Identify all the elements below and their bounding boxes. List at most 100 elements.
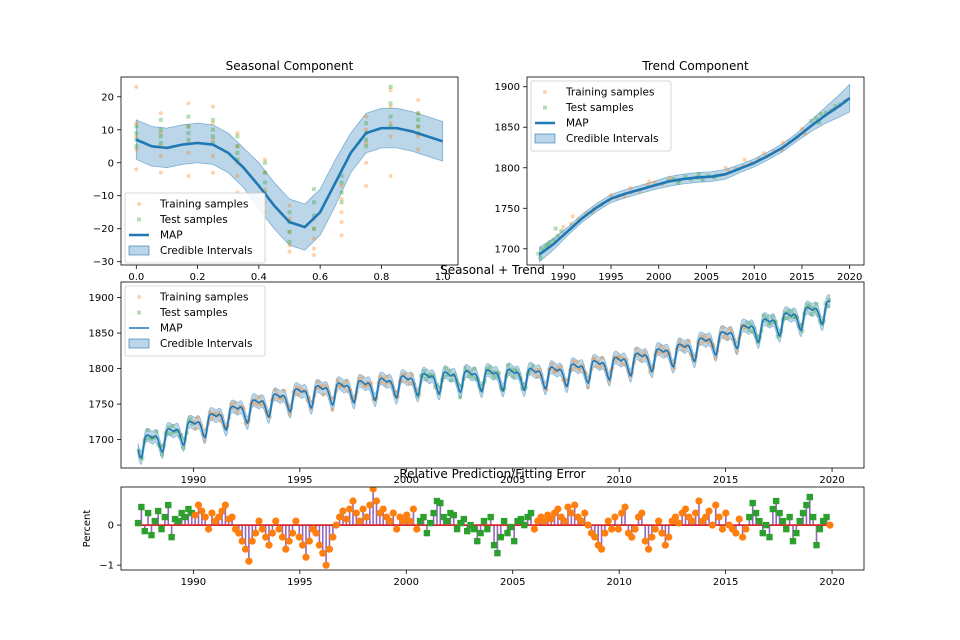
training-error-point: [245, 557, 253, 565]
credible-band: [539, 83, 851, 263]
test-point: [546, 242, 551, 247]
test-point: [168, 431, 173, 436]
training-error-point: [198, 507, 206, 515]
training-error-point: [665, 533, 673, 541]
test-error-point: [484, 525, 491, 533]
training-point: [193, 426, 198, 431]
training-point: [364, 140, 369, 145]
error-axes: 1990 1995 2000 2005 2010 2015 2020 −1 0 Relative …: [82, 467, 865, 588]
test-point: [235, 134, 240, 139]
training-error-point: [530, 525, 538, 533]
test-point: [472, 366, 477, 371]
test-point: [793, 315, 798, 320]
test-point: [140, 456, 145, 461]
test-point: [134, 124, 139, 129]
training-error-point: [591, 533, 599, 541]
test-error-point: [759, 529, 766, 537]
test-point: [527, 370, 532, 375]
training-error-point: [221, 501, 229, 509]
chart-title: Seasonal Component: [226, 59, 354, 73]
training-point: [642, 350, 647, 355]
training-error-point: [671, 513, 680, 521]
test-point: [495, 374, 500, 379]
test-error-point: [141, 527, 148, 535]
training-point: [287, 230, 292, 235]
training-error-point: [413, 525, 421, 533]
test-point: [416, 111, 421, 116]
test-point: [773, 319, 778, 324]
test-error-point: [772, 497, 780, 505]
training-point: [234, 410, 239, 415]
training-error-point: [695, 497, 703, 505]
test-error-point: [511, 537, 518, 545]
test-point: [181, 445, 186, 450]
training-error-point: [658, 529, 666, 537]
training-error-point: [393, 525, 401, 533]
test-point: [544, 244, 549, 249]
training-error-point: [409, 505, 418, 513]
test-point: [158, 127, 163, 132]
training-point: [210, 170, 215, 175]
test-point: [210, 140, 215, 145]
x-tick-label: 2020: [819, 577, 844, 588]
training-error-point: [601, 529, 609, 537]
training-error-point: [618, 509, 626, 517]
training-error-point: [278, 533, 287, 541]
training-point: [576, 367, 581, 372]
training-error-point: [826, 521, 834, 529]
test-point: [536, 251, 541, 256]
training-point: [686, 339, 691, 344]
training-point: [259, 402, 264, 407]
test-point: [547, 240, 552, 245]
test-error-point: [171, 515, 179, 523]
legend-marker-training: [543, 90, 547, 94]
test-point: [817, 120, 822, 125]
test-point: [287, 210, 292, 215]
test-point: [364, 137, 369, 142]
map-line: [135, 126, 444, 229]
test-point: [809, 312, 814, 317]
training-point: [598, 364, 603, 369]
test-point: [312, 213, 317, 218]
training-point: [364, 160, 369, 165]
training-point: [319, 383, 324, 388]
training-error-point: [292, 517, 300, 525]
training-error-point: [540, 517, 549, 525]
test-error-point: [769, 505, 777, 513]
training-error-point: [712, 501, 720, 509]
training-point: [617, 355, 622, 360]
training-error-point: [369, 487, 377, 493]
test-point: [696, 172, 701, 177]
test-point: [422, 369, 427, 374]
x-tick-label: 1990: [181, 577, 206, 588]
legend-marker-band: [128, 245, 150, 256]
test-point: [683, 174, 688, 179]
test-point: [768, 321, 773, 326]
training-point: [416, 147, 421, 152]
test-error-point: [803, 501, 810, 509]
training-point: [312, 236, 317, 241]
training-point: [388, 88, 393, 93]
training-point: [410, 372, 415, 377]
test-point: [789, 309, 794, 314]
test-point: [188, 416, 193, 421]
training-point: [416, 124, 421, 129]
test-point: [505, 363, 510, 368]
training-point: [262, 187, 267, 192]
training-point: [257, 395, 262, 400]
training-error-point: [362, 513, 371, 521]
legend-label: Training samples: [159, 199, 248, 211]
test-point: [186, 114, 191, 119]
test-error-point: [470, 525, 478, 533]
training-error-point: [215, 513, 223, 521]
y-tick-label: −20: [93, 224, 114, 235]
training-point: [316, 380, 321, 385]
x-tick-label: 1995: [287, 577, 312, 588]
training-error-point: [732, 529, 740, 537]
test-error-point: [517, 515, 525, 523]
test-point: [807, 304, 812, 309]
training-point: [741, 326, 746, 331]
test-point: [388, 124, 393, 129]
training-error-point: [386, 517, 394, 525]
test-point: [787, 314, 792, 319]
